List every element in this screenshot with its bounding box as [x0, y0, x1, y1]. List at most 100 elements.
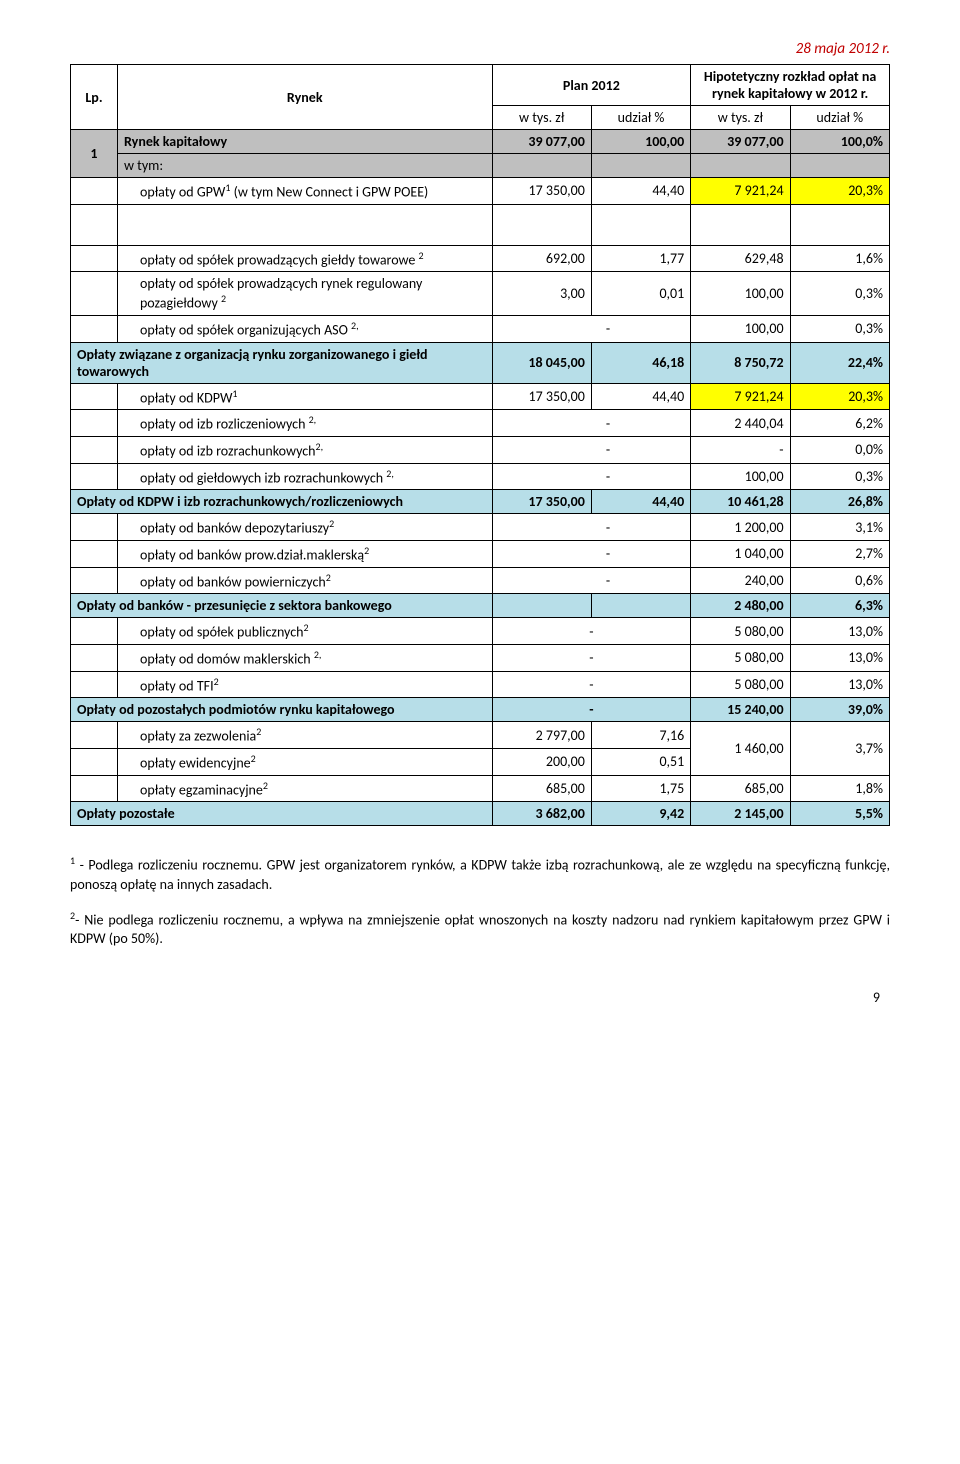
row-oplaty-pozostale: Opłaty pozostałe 3 682,00 9,42 2 145,00 …: [71, 802, 890, 826]
cell-c3: -: [691, 436, 790, 463]
cell-c3: 629,48: [691, 245, 790, 272]
sup: 2: [263, 779, 268, 792]
row-izb-rozliczeniowych: opłaty od izb rozliczeniowych 2, - 2 440…: [71, 410, 890, 437]
cell-c4: 20,3%: [790, 178, 889, 205]
row-spacer: [71, 204, 890, 245]
cell-c4: 3,7%: [790, 722, 889, 775]
cell-label: Opłaty związane z organizacją rynku zorg…: [71, 342, 493, 383]
cell-c4: 2,7%: [790, 540, 889, 567]
cell-label: opłaty ewidencyjne2: [117, 748, 492, 775]
txt: opłaty od TFI: [140, 677, 214, 694]
row-egzaminacyjne: opłaty egzaminacyjne2 685,00 1,75 685,00…: [71, 775, 890, 802]
txt: opłaty od domów maklerskich: [140, 651, 314, 668]
row-bankow-powierniczych: opłaty od banków powierniczych2 - 240,00…: [71, 567, 890, 594]
document-page: 28 maja 2012 r. Lp. Rynek Plan 2012 Hipo…: [0, 0, 960, 1036]
row-oplaty-kdpw-izb: Opłaty od KDPW i izb rozrachunkowych/roz…: [71, 490, 890, 514]
cell-label: Opłaty od KDPW i izb rozrachunkowych/roz…: [71, 490, 493, 514]
cell-c1: 685,00: [492, 775, 591, 802]
cell-c3: 1 040,00: [691, 540, 790, 567]
cell-c1: 17 350,00: [492, 178, 591, 205]
cell-c2: 44,40: [591, 490, 690, 514]
col-udzial1: udział %: [591, 106, 690, 130]
txt: opłaty od spółek prowadzących giełdy tow…: [140, 251, 419, 268]
cell-c4: 0,3%: [790, 315, 889, 342]
cell-c1: 692,00: [492, 245, 591, 272]
cell-c4: 39,0%: [790, 698, 889, 722]
sup: 2: [256, 725, 261, 738]
cell-c3: 2 480,00: [691, 594, 790, 618]
cell-c1: 3,00: [492, 272, 591, 316]
cell-label: opłaty od izb rozrachunkowych2,: [117, 436, 492, 463]
cell-c3: 685,00: [691, 775, 790, 802]
cell-c1: [492, 154, 591, 178]
footnotes: 1 - Podlega rozliczeniu rocznemu. GPW je…: [70, 854, 890, 949]
cell-c4: 100,0%: [790, 130, 889, 154]
cell-c1: -: [492, 410, 691, 437]
cell-c1: 2 797,00: [492, 722, 591, 749]
sup: 2: [303, 621, 308, 634]
cell-c4: 22,4%: [790, 342, 889, 383]
cell-c4: 5,5%: [790, 802, 889, 826]
footnote-2: 2- Nie podlega rozliczeniu rocznemu, a w…: [70, 909, 890, 949]
cell-c3: 7 921,24: [691, 383, 790, 410]
col-plan: Plan 2012: [492, 65, 691, 106]
cell-c3: 39 077,00: [691, 130, 790, 154]
col-rynek: Rynek: [117, 65, 492, 130]
cell-c2: 1,75: [591, 775, 690, 802]
sup: 2,: [351, 319, 359, 332]
cell-c4: 20,3%: [790, 383, 889, 410]
row-spolek-publicznych: opłaty od spółek publicznych2 - 5 080,00…: [71, 618, 890, 645]
cell-label: opłaty od izb rozliczeniowych 2,: [117, 410, 492, 437]
sup: 2: [221, 292, 226, 305]
row-bankow-maklerska: opłaty od banków prow.dział.maklerską2 -…: [71, 540, 890, 567]
cell-c4: [790, 154, 889, 178]
txt: opłaty od spółek publicznych: [140, 624, 304, 641]
cell-label: Opłaty od pozostałych podmiotów rynku ka…: [71, 698, 493, 722]
cell-c2: 7,16: [591, 722, 690, 749]
cell-c1: -: [492, 463, 691, 490]
cell-c4: 13,0%: [790, 644, 889, 671]
col-hipot: Hipotetyczny rozkład opłat na rynek kapi…: [691, 65, 890, 106]
cell-c1: 18 045,00: [492, 342, 591, 383]
cell-label: opłaty od GPW1 (w tym New Connect i GPW …: [117, 178, 492, 205]
cell-label: opłaty za zezwolenia2: [117, 722, 492, 749]
cell-c1: -: [492, 644, 691, 671]
cell-c2: 100,00: [591, 130, 690, 154]
row-izb-rozrachunkowych: opłaty od izb rozrachunkowych2, - - 0,0%: [71, 436, 890, 463]
row-rynek-kapitalowy: 1 Rynek kapitałowy 39 077,00 100,00 39 0…: [71, 130, 890, 154]
row-wtym: w tym:: [71, 154, 890, 178]
row-oplaty-pozostalych: Opłaty od pozostałych podmiotów rynku ka…: [71, 698, 890, 722]
txt: opłaty od KDPW: [140, 389, 232, 406]
col-wtys2: w tys. zł: [691, 106, 790, 130]
cell-label: opłaty od banków depozytariuszy2: [117, 514, 492, 541]
cell-c2: [591, 594, 690, 618]
cell-c1: -: [492, 671, 691, 698]
cell-c3: 1 200,00: [691, 514, 790, 541]
row-domow-maklerskich: opłaty od domów maklerskich 2, - 5 080,0…: [71, 644, 890, 671]
page-number: 9: [70, 989, 890, 1006]
sup: 2,: [314, 648, 322, 661]
cell-label: opłaty egzaminacyjne2: [117, 775, 492, 802]
row-oplaty-od-bankow: Opłaty od banków - przesunięcie z sektor…: [71, 594, 890, 618]
cell-c2: 1,77: [591, 245, 690, 272]
cell-c1: 3 682,00: [492, 802, 591, 826]
col-wtys1: w tys. zł: [492, 106, 591, 130]
cell-c3: 8 750,72: [691, 342, 790, 383]
txt: opłaty od banków prow.dział.maklerską: [140, 547, 364, 564]
footnote-1: 1 - Podlega rozliczeniu rocznemu. GPW je…: [70, 854, 890, 894]
cell-label: opłaty od TFI2: [117, 671, 492, 698]
row-aso: opłaty od spółek organizujących ASO 2, -…: [71, 315, 890, 342]
page-date: 28 maja 2012 r.: [70, 40, 890, 58]
txt: opłaty ewidencyjne: [140, 755, 251, 772]
sup: 2: [251, 752, 256, 765]
col-udzial2: udział %: [790, 106, 889, 130]
cell-label: Rynek kapitałowy: [117, 130, 492, 154]
tail: (w tym New Connect i GPW POEE): [230, 184, 428, 201]
cell-c3: [691, 154, 790, 178]
cell-c1: 17 350,00: [492, 383, 591, 410]
txt: opłaty od GPW: [140, 184, 225, 201]
cell-c4: 3,1%: [790, 514, 889, 541]
cell-c3: 2 145,00: [691, 802, 790, 826]
cell-c1: -: [492, 315, 691, 342]
cell-c2: 0,01: [591, 272, 690, 316]
